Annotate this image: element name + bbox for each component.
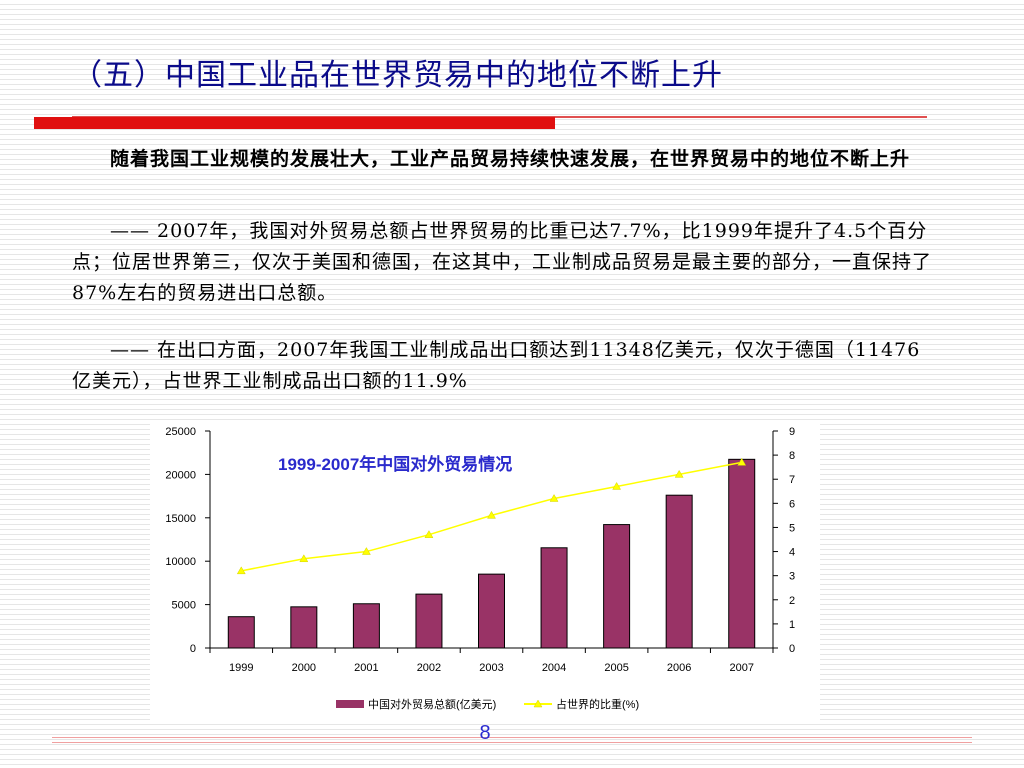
y-right-tick-label: 6 xyxy=(789,498,795,510)
y-left-tick-label: 20000 xyxy=(165,469,196,481)
bar-2006 xyxy=(665,494,693,649)
share-point-2003 xyxy=(487,510,496,519)
y-right-tick-label: 1 xyxy=(789,619,795,631)
title-accent-bar xyxy=(34,117,555,129)
legend-bar-label: 中国对外贸易总额(亿美元) xyxy=(368,697,496,711)
x-tick-label: 2000 xyxy=(292,662,316,674)
chart-title: 1999-2007年中国对外贸易情况 xyxy=(278,454,512,474)
y-right-tick-label: 5 xyxy=(789,522,795,534)
x-tick-label: 2003 xyxy=(479,662,503,674)
bar-series xyxy=(227,458,756,649)
line-series xyxy=(236,457,747,575)
legend-bar-swatch xyxy=(336,700,364,708)
chart-legend: 中国对外贸易总额(亿美元) 占世界的比重(%) xyxy=(336,697,639,711)
share-point-2002 xyxy=(424,530,434,538)
share-point-2000 xyxy=(299,554,309,563)
x-tick-label: 2002 xyxy=(417,662,441,674)
x-tick-label: 2004 xyxy=(542,662,566,674)
footer-rule xyxy=(52,737,972,738)
bar-2004 xyxy=(540,547,568,649)
legend-line-label: 占世界的比重(%) xyxy=(556,697,639,711)
y-left-tick-label: 0 xyxy=(190,643,196,655)
bar-2005 xyxy=(603,524,631,649)
x-tick-label: 2007 xyxy=(729,662,753,674)
paragraph-exports: —— 在出口方面，2007年我国工业制成品出口额达到11348亿美元，仅次于德国… xyxy=(72,339,921,392)
share-point-2006 xyxy=(674,469,684,478)
x-tick-label: 1999 xyxy=(229,662,253,674)
paragraph-trade-share: —— 2007年，我国对外贸易总额占世界贸易的比重已达7.7%，比1999年提升… xyxy=(72,220,933,304)
y-left-tick-label: 15000 xyxy=(165,513,196,525)
x-tick-label: 2006 xyxy=(667,662,691,674)
bar-2000 xyxy=(290,606,318,649)
bar-1999 xyxy=(227,616,255,649)
slide-title: （五）中国工业品在世界贸易中的地位不断上升 xyxy=(72,58,723,93)
y-right-tick-label: 8 xyxy=(789,450,795,462)
y-right-tick-label: 2 xyxy=(789,595,795,607)
x-tick-label: 2005 xyxy=(604,662,628,674)
y-right-tick-label: 0 xyxy=(789,643,795,655)
y-right-tick-label: 3 xyxy=(789,571,795,583)
share-point-2001 xyxy=(361,547,371,555)
slide-subtitle: 随着我国工业规模的发展壮大，工业产品贸易持续快速发展，在世界贸易中的地位不断上升 xyxy=(110,148,911,170)
legend-line-marker xyxy=(533,699,543,708)
bar-2003 xyxy=(478,573,505,649)
footer-rule-2 xyxy=(52,742,972,743)
bar-2001 xyxy=(352,603,380,649)
share-point-2005 xyxy=(612,481,622,490)
page-number: 8 xyxy=(479,722,491,744)
bar-2007 xyxy=(728,458,756,649)
y-right-tick-label: 4 xyxy=(789,547,795,559)
y-left-tick-label: 25000 xyxy=(165,426,196,438)
y-left-axis: 0 5000 10000 15000 20000 25000 xyxy=(165,426,211,655)
y-left-tick-label: 10000 xyxy=(165,556,196,568)
x-tick-label: 2001 xyxy=(354,662,378,674)
bar-2002 xyxy=(415,593,443,649)
y-right-tick-label: 7 xyxy=(789,474,795,486)
share-point-1999 xyxy=(236,566,246,575)
chart-plot-background xyxy=(150,422,820,724)
y-right-tick-label: 9 xyxy=(789,426,795,438)
share-point-2007 xyxy=(737,457,747,466)
y-right-axis: 0 1 2 3 4 5 6 7 8 9 xyxy=(772,426,795,655)
share-point-2004 xyxy=(549,494,559,502)
y-left-tick-label: 5000 xyxy=(172,600,196,612)
